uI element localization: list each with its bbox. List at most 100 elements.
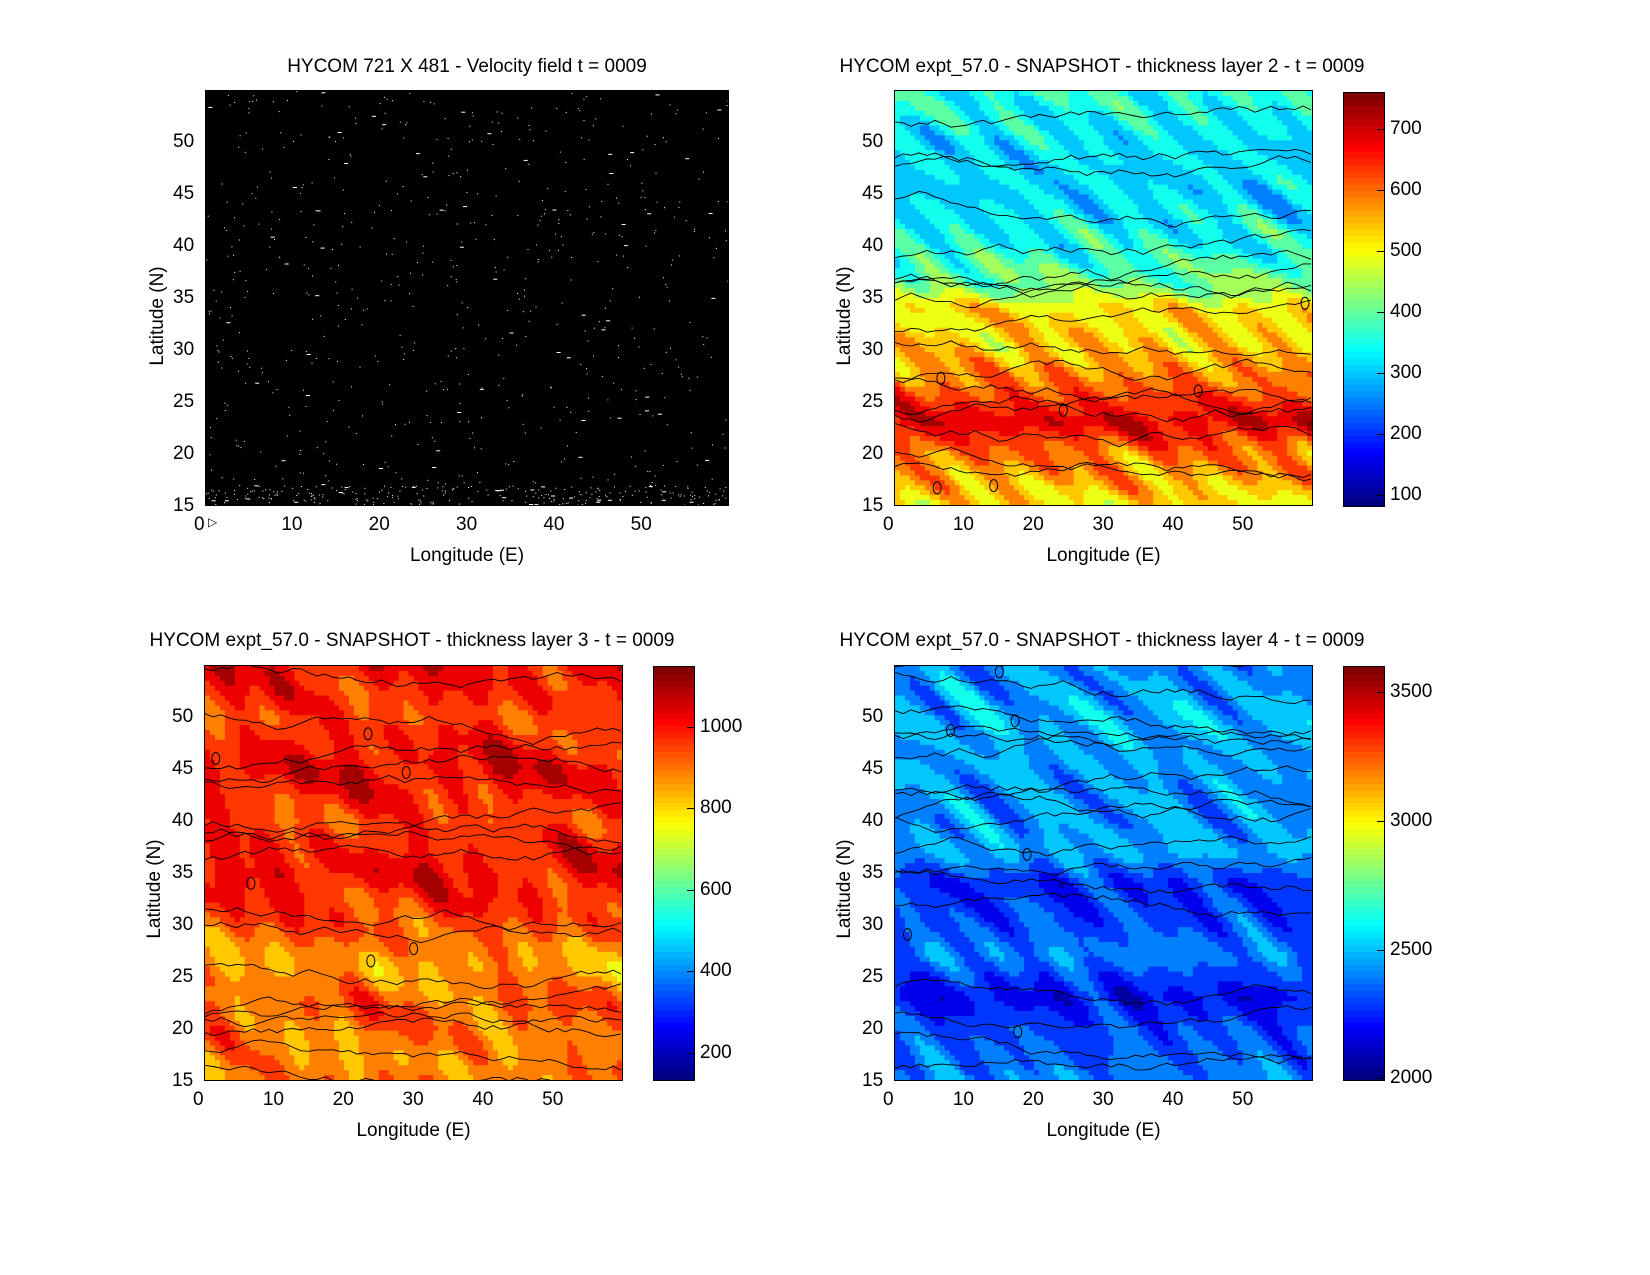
contour-cell [919,214,926,220]
contour-cell [1227,120,1234,127]
velocity-vector [586,96,588,98]
contour-cell [1138,135,1144,141]
contour-cell [1158,115,1164,122]
contour-cell [1297,184,1303,191]
contour-cell [1093,100,1100,107]
contour-cell [1019,100,1025,107]
contour-cell [979,312,985,319]
contour-cell [1148,268,1154,274]
contour-cell [1302,224,1308,230]
velocity-vector [328,136,330,138]
contour-cell [1182,298,1189,304]
contour-cell [914,214,921,220]
velocity-vector [657,413,662,415]
velocity-vector [587,340,589,342]
contour-cell [979,189,985,196]
velocity-vector [550,386,551,388]
contour-cell [1088,327,1095,334]
contour-cell [939,115,946,122]
contour-cell [899,273,906,279]
velocity-vector [381,489,383,491]
velocity-vector [689,501,694,503]
contour-cell [1058,283,1065,289]
contour-cell [944,233,951,240]
velocity-vector [571,92,573,94]
contour-cell [999,184,1005,191]
contour-cell [1267,288,1273,294]
contour-cell [1034,125,1040,132]
contour-cell [1158,204,1164,210]
velocity-vector [621,389,622,391]
contour-cell [1009,204,1015,210]
contour-cell [1068,317,1075,324]
contour-cell [1053,140,1060,146]
contour-cell [1287,194,1293,201]
contour-cell [1182,135,1189,141]
contour-cell [1009,130,1015,136]
contour-cell [1004,179,1010,186]
velocity-vector [371,115,376,117]
contour-cell [895,283,901,289]
contour-cell [1078,214,1085,220]
contour-cell [1282,179,1288,186]
contour-cell [1197,263,1204,270]
contour-cell [1262,317,1268,324]
velocity-vector [303,499,305,501]
velocity-vector [606,496,608,498]
velocity-vector [703,343,705,345]
contour-cell [1217,258,1224,265]
contour-cell [929,110,936,117]
contour-cell [1038,317,1045,324]
contour-cell [969,169,976,176]
contour-cell [1257,238,1263,245]
contour-cell [895,298,901,304]
contour-cell [999,115,1005,122]
velocity-vector [459,420,461,422]
contour-cell [1029,209,1035,215]
contour-cell [1173,293,1179,299]
contour-cell [1277,120,1283,127]
velocity-vector [613,382,615,384]
contour-cell [1038,229,1045,235]
velocity-vector [245,132,247,134]
contour-cell [1222,160,1229,166]
contour-cell [924,214,931,220]
contour-cell [1252,125,1258,132]
contour-cell [1048,298,1055,304]
contour-cell [1207,160,1214,166]
velocity-vector [233,493,235,495]
velocity-vector [723,490,725,492]
contour-cell [1063,253,1070,260]
contour-cell [969,298,976,304]
contour-cell [1212,268,1219,274]
contour-cell [1282,91,1288,97]
contour-cell [1143,199,1149,205]
contour-cell [1029,258,1035,265]
contour-cell [1048,100,1055,107]
contour-cell [969,189,976,196]
velocity-vector [559,504,561,505]
contour-cell [1163,125,1169,132]
contour-cell [1197,199,1204,205]
contour-cell [959,199,966,205]
contour-cell [1093,194,1100,201]
contour-cell [1262,135,1268,141]
contour-cell [919,174,926,181]
contour-cell [1019,273,1025,279]
contour-cell [1103,253,1110,260]
contour-cell [904,298,911,304]
contour-cell [1108,130,1115,136]
contour-cell [1004,263,1010,270]
contour-cell [1024,155,1030,161]
contour-cell [1267,174,1273,181]
contour-cell [954,130,961,136]
contour-cell [1113,258,1119,265]
contour-cell [1307,120,1312,127]
contour-cell [1232,224,1239,230]
contour-cell [1212,283,1219,289]
contour-cell [1108,209,1115,215]
contour-cell [934,288,941,294]
contour-cell [1237,317,1244,324]
contour-cell [1083,293,1090,299]
velocity-vector [537,259,539,261]
